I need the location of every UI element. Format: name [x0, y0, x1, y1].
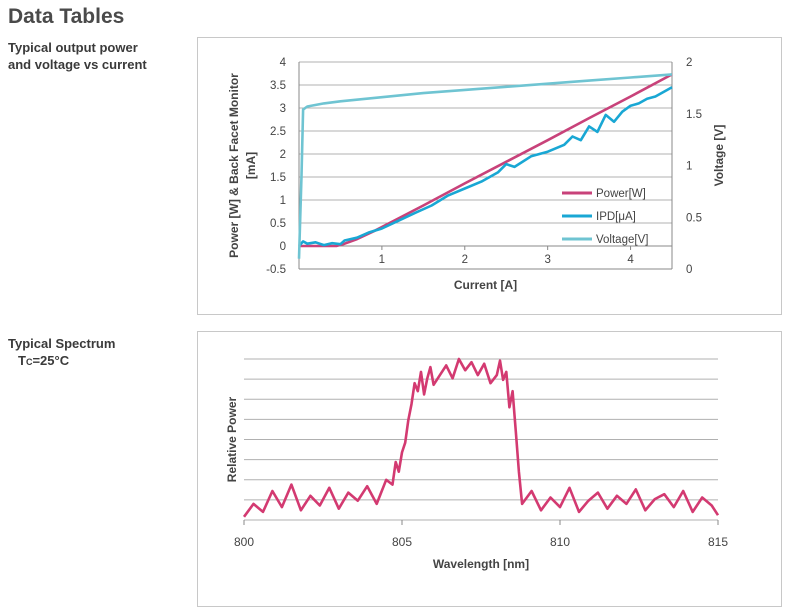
section-label-power: Typical output power and voltage vs curr…: [8, 39, 147, 73]
y-tick-label: 2: [280, 149, 286, 161]
x-tick-label: 2: [462, 254, 468, 266]
section-label-spectrum-line1: Typical Spectrum: [8, 336, 116, 351]
y-tick-label: 4: [280, 57, 287, 69]
power-chart-frame: -0.5 0 0.5 1 1.5 2 2.5 3 3.5 4 1 2 3 4 0 0.5 1 1.5 2 Curren…: [197, 37, 782, 315]
temp-prefix: T: [18, 353, 26, 368]
legend-label: IPD[μA]: [596, 211, 636, 223]
x-tick-label: 800: [234, 535, 254, 549]
y2-axis-title: Voltage [V]: [712, 125, 726, 187]
legend-label: Power[W]: [596, 188, 646, 200]
temp-subscript: C: [25, 357, 33, 367]
section-label-power-line1: Typical output power: [8, 40, 138, 55]
y-tick-label: -0.5: [266, 264, 286, 276]
ipd-series-line: [298, 86, 673, 247]
y-tick-label: 3.5: [270, 80, 286, 92]
x-tick-label: 805: [392, 535, 412, 549]
y-tick-label: 1.5: [270, 172, 286, 184]
legend-label: Voltage[V]: [596, 234, 648, 246]
x-tick-label: 1: [379, 254, 385, 266]
y2-tick-label: 0.5: [686, 212, 702, 224]
y2-tick-label: 2: [686, 57, 692, 69]
power-series-line: [299, 73, 673, 248]
x-tick-label: 3: [544, 254, 550, 266]
y-tick-label: 3: [280, 103, 286, 115]
temp-suffix: =25°C: [32, 353, 70, 368]
x-axis-title: Current [A]: [454, 278, 517, 292]
voltage-series-line: [297, 73, 673, 259]
y-tick-label: 2.5: [270, 126, 286, 138]
x-axis-title: Wavelength [nm]: [433, 557, 529, 571]
y-tick-label: 1: [280, 195, 286, 207]
y2-tick-label: 0: [686, 264, 692, 276]
y-axis-title-line1: Power [W] & Back Facet Monitor: [227, 73, 241, 258]
spectrum-chart: 800 805 810 815 Wavelength [nm] Relative Powe…: [225, 357, 728, 571]
y-tick-label: 0.5: [270, 218, 286, 230]
x-tick-label: 810: [550, 535, 570, 549]
y-axis-title: Relative Power: [225, 396, 239, 482]
section-label-power-line2: and voltage vs current: [8, 57, 147, 72]
y-axis-title-line2: [mA]: [244, 152, 258, 179]
x-tick-label: 815: [708, 535, 728, 549]
spectrum-chart-frame: 800 805 810 815 Wavelength [nm] Relative Powe…: [197, 331, 782, 607]
spectrum-series-line: [242, 357, 720, 518]
y2-tick-label: 1: [686, 161, 692, 173]
x-tick-label: 4: [627, 254, 634, 266]
y2-tick-label: 1.5: [686, 109, 702, 121]
section-label-spectrum: Typical Spectrum TC=25°C: [8, 335, 115, 371]
power-voltage-chart: -0.5 0 0.5 1 1.5 2 2.5 3 3.5 4 1 2 3 4 0 0.5 1 1.5 2 Curren…: [227, 57, 726, 292]
y-tick-label: 0: [280, 241, 286, 253]
page-title: Data Tables: [8, 5, 125, 28]
section-label-spectrum-line2: TC=25°C: [8, 352, 115, 371]
